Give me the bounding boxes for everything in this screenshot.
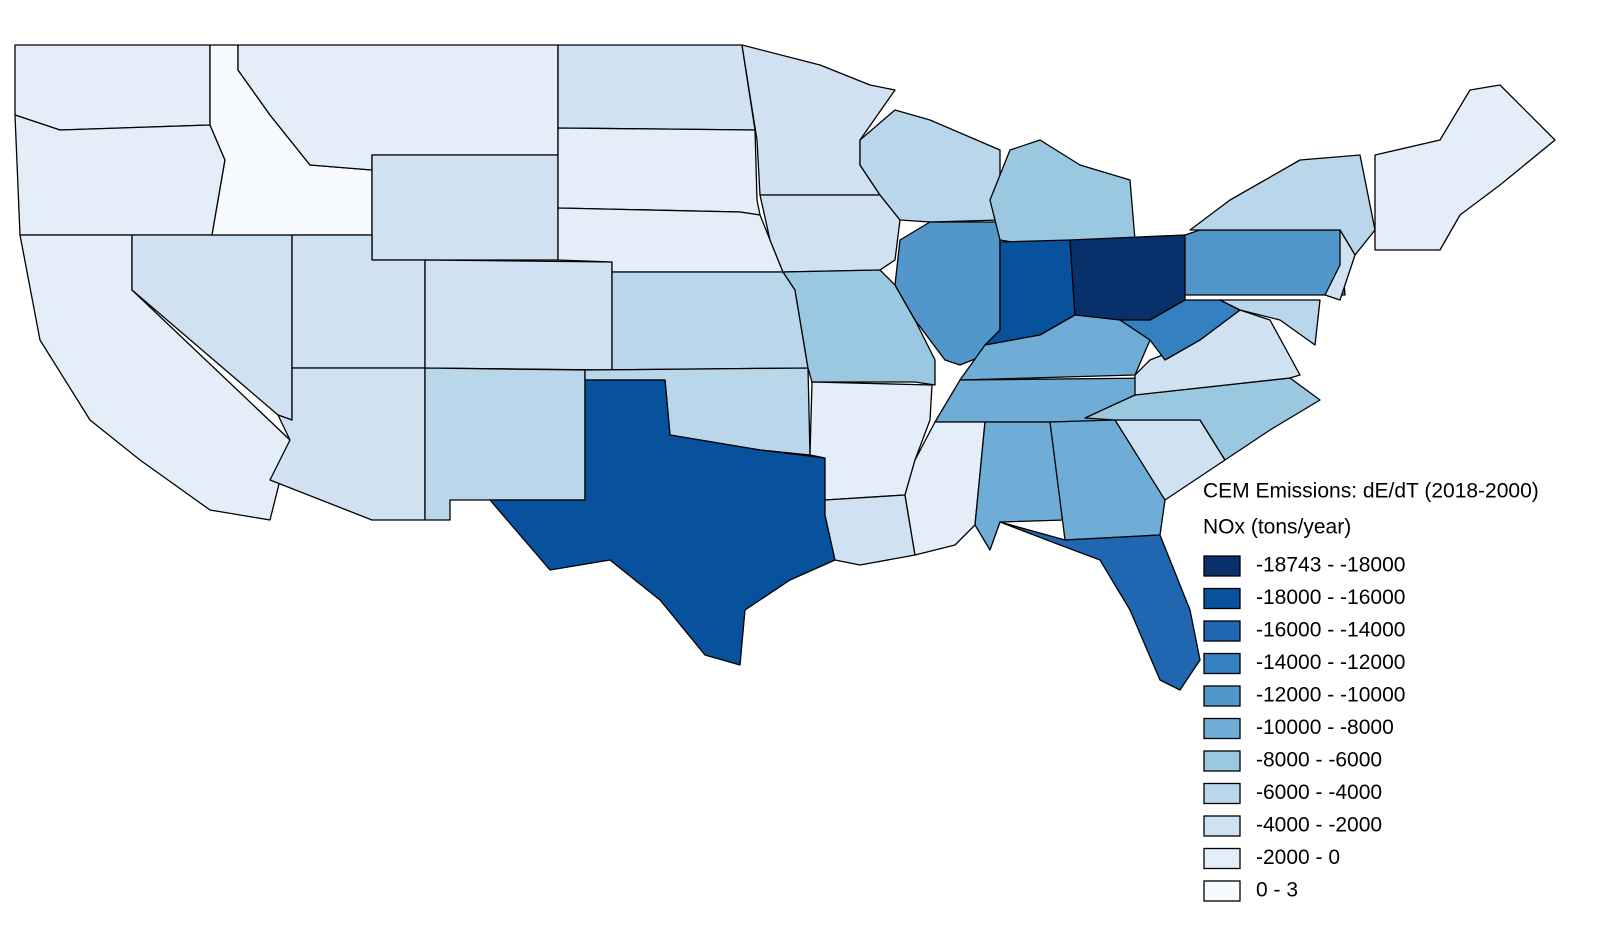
state [1184, 229, 1346, 296]
legend-swatch [1203, 652, 1241, 675]
legend-label: -8000 - -6000 [1256, 749, 1382, 772]
legend-label: -14000 - -12000 [1256, 651, 1405, 674]
legend-label: -10000 - -8000 [1256, 716, 1394, 739]
legend-label: -18000 - -16000 [1256, 586, 1405, 609]
legend-subtitle: NOx (tons/year) [1203, 516, 1351, 539]
legend-swatch [1203, 587, 1241, 610]
state [424, 367, 586, 521]
legend-label: -6000 - -4000 [1256, 781, 1382, 804]
legend-label: -18743 - -18000 [1256, 554, 1405, 577]
state [759, 194, 901, 273]
legend-swatch [1203, 555, 1241, 577]
state [1324, 229, 1356, 301]
legend-swatch [1203, 880, 1241, 902]
state [1219, 299, 1321, 346]
legend-swatch [1203, 815, 1241, 837]
state [557, 127, 761, 216]
legend-label: -2000 - 0 [1256, 846, 1340, 869]
state [989, 139, 1136, 246]
state [782, 269, 936, 386]
state [1069, 234, 1186, 321]
state [14, 114, 226, 236]
legend-label: -4000 - -2000 [1256, 814, 1382, 837]
state [424, 259, 613, 371]
state [14, 44, 211, 131]
state [859, 109, 1001, 223]
state [974, 421, 1066, 551]
legend: -18743 - -18000 -18000 - -16000 -16000 - -… [1203, 554, 1405, 902]
legend-label: -16000 - -14000 [1256, 619, 1405, 642]
legend-swatch [1203, 685, 1241, 707]
legend-label: 0 - 3 [1256, 879, 1298, 902]
legend-label: -12000 - -10000 [1256, 684, 1405, 707]
state [1374, 84, 1556, 251]
legend-title: CEM Emissions: dE/dT (2018-2000) [1203, 480, 1539, 503]
state [489, 379, 836, 666]
legend-swatch [1203, 620, 1241, 642]
state [557, 44, 756, 131]
state [999, 521, 1201, 691]
legend-swatch [1203, 717, 1241, 740]
state [611, 271, 809, 371]
state [371, 154, 559, 261]
legend-swatch [1203, 847, 1241, 870]
state [824, 494, 916, 566]
legend-swatch [1203, 750, 1241, 772]
states [14, 44, 1556, 691]
state [269, 367, 426, 521]
legend-swatch [1203, 782, 1241, 805]
